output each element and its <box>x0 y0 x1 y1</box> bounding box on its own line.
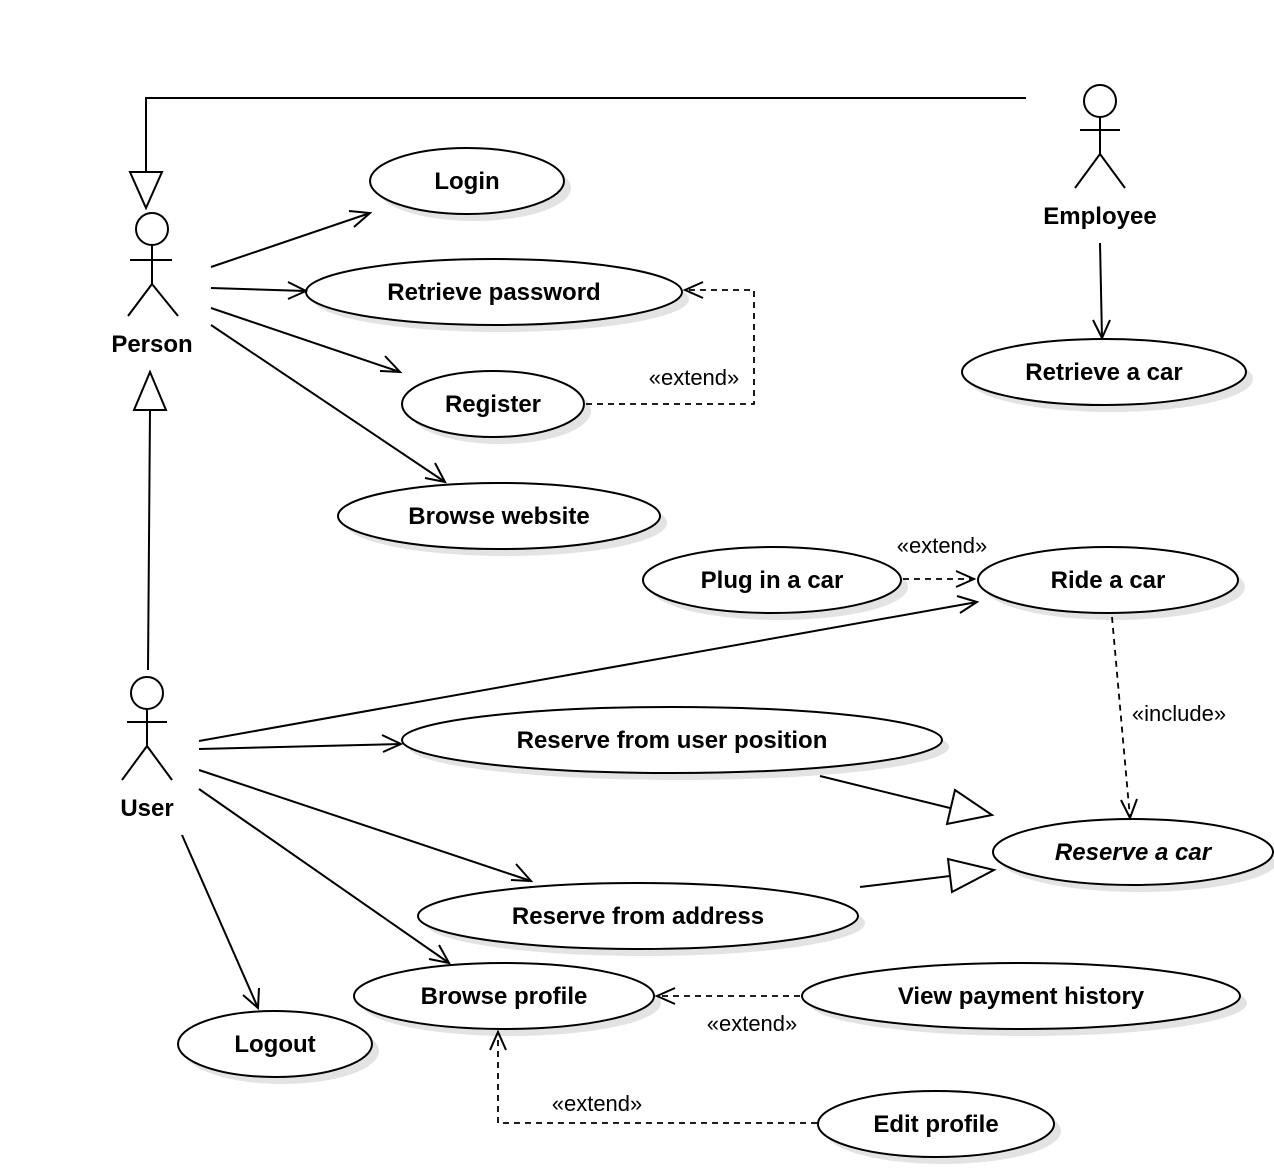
use-case-browse-website-label: Browse website <box>408 503 589 530</box>
association-user-reserve-position <box>198 734 404 753</box>
association-person-browse-website <box>210 324 447 484</box>
actor-person[interactable]: Person <box>111 212 193 358</box>
use-case-browse-website[interactable]: Browse website <box>337 482 667 556</box>
use-case-browse-profile[interactable]: Browse profile <box>353 962 661 1036</box>
extend-edit-browse-profile: «extend» <box>489 1029 817 1124</box>
use-case-logout-label: Logout <box>234 1031 315 1058</box>
extend-payment-browse-profile: «extend» <box>654 987 800 1036</box>
extend-plug-label: «extend» <box>897 533 988 558</box>
generalization-user-person <box>132 369 168 671</box>
actor-person-label: Person <box>111 331 192 358</box>
association-user-reserve-address <box>198 769 534 883</box>
use-case-logout[interactable]: Logout <box>177 1010 379 1084</box>
extend-register-label: «extend» <box>649 365 740 390</box>
generalization-address-reserve <box>859 857 997 894</box>
generalization-employee-person <box>128 97 1026 211</box>
extend-edit-label: «extend» <box>552 1091 643 1116</box>
use-case-reserve-from-address[interactable]: Reserve from address <box>417 882 865 956</box>
use-case-retrieve-password-label: Retrieve password <box>387 279 600 306</box>
use-case-browse-profile-label: Browse profile <box>421 983 588 1010</box>
generalization-user-position-reserve <box>819 775 995 826</box>
association-person-register <box>210 307 403 374</box>
use-case-edit-profile-label: Edit profile <box>873 1111 998 1138</box>
use-case-view-payment-history[interactable]: View payment history <box>801 962 1247 1036</box>
use-case-register[interactable]: Register <box>401 370 591 444</box>
use-case-ride-a-car-label: Ride a car <box>1051 567 1166 594</box>
association-user-ride-car <box>198 595 980 742</box>
use-case-retrieve-a-car-label: Retrieve a car <box>1025 359 1182 386</box>
use-case-reserve-from-user-position[interactable]: Reserve from user position <box>401 706 949 780</box>
use-case-retrieve-a-car[interactable]: Retrieve a car <box>961 338 1253 412</box>
association-person-login <box>210 210 373 268</box>
extend-plug-ride: «extend» <box>897 533 988 588</box>
actor-user-icon <box>121 676 173 781</box>
include-reserve-label: «include» <box>1132 701 1226 726</box>
use-case-login-label: Login <box>434 168 499 195</box>
actor-employee-icon <box>1074 84 1126 189</box>
actor-person-icon <box>127 212 179 317</box>
use-case-view-payment-history-label: View payment history <box>898 983 1145 1010</box>
use-case-register-label: Register <box>445 391 541 418</box>
association-user-logout <box>181 834 260 1011</box>
use-case-reserve-a-car[interactable]: Reserve a car <box>992 818 1274 892</box>
actor-employee[interactable]: Employee <box>1043 84 1157 230</box>
extend-register-retrieve-password: «extend» <box>586 281 755 405</box>
use-case-plug-in-a-car-label: Plug in a car <box>701 567 844 594</box>
include-ride-reserve: «include» <box>1111 616 1226 821</box>
use-case-edit-profile[interactable]: Edit profile <box>817 1090 1061 1164</box>
use-case-ride-a-car[interactable]: Ride a car <box>977 546 1245 620</box>
use-case-reserve-from-address-label: Reserve from address <box>512 903 764 930</box>
actor-user[interactable]: User <box>120 676 174 822</box>
association-person-retrieve-password <box>210 281 309 300</box>
actor-user-label: User <box>120 795 173 822</box>
extend-payment-label: «extend» <box>707 1011 798 1036</box>
use-case-reserve-a-car-label: Reserve a car <box>1055 839 1213 866</box>
use-case-retrieve-password[interactable]: Retrieve password <box>305 258 689 332</box>
use-case-plug-in-a-car[interactable]: Plug in a car <box>642 546 908 620</box>
actor-employee-label: Employee <box>1043 203 1156 230</box>
association-user-browse-profile <box>198 788 451 965</box>
use-case-reserve-from-user-position-label: Reserve from user position <box>517 727 828 754</box>
association-employee-retrieve-car <box>1092 242 1111 341</box>
use-case-login[interactable]: Login <box>369 147 571 221</box>
